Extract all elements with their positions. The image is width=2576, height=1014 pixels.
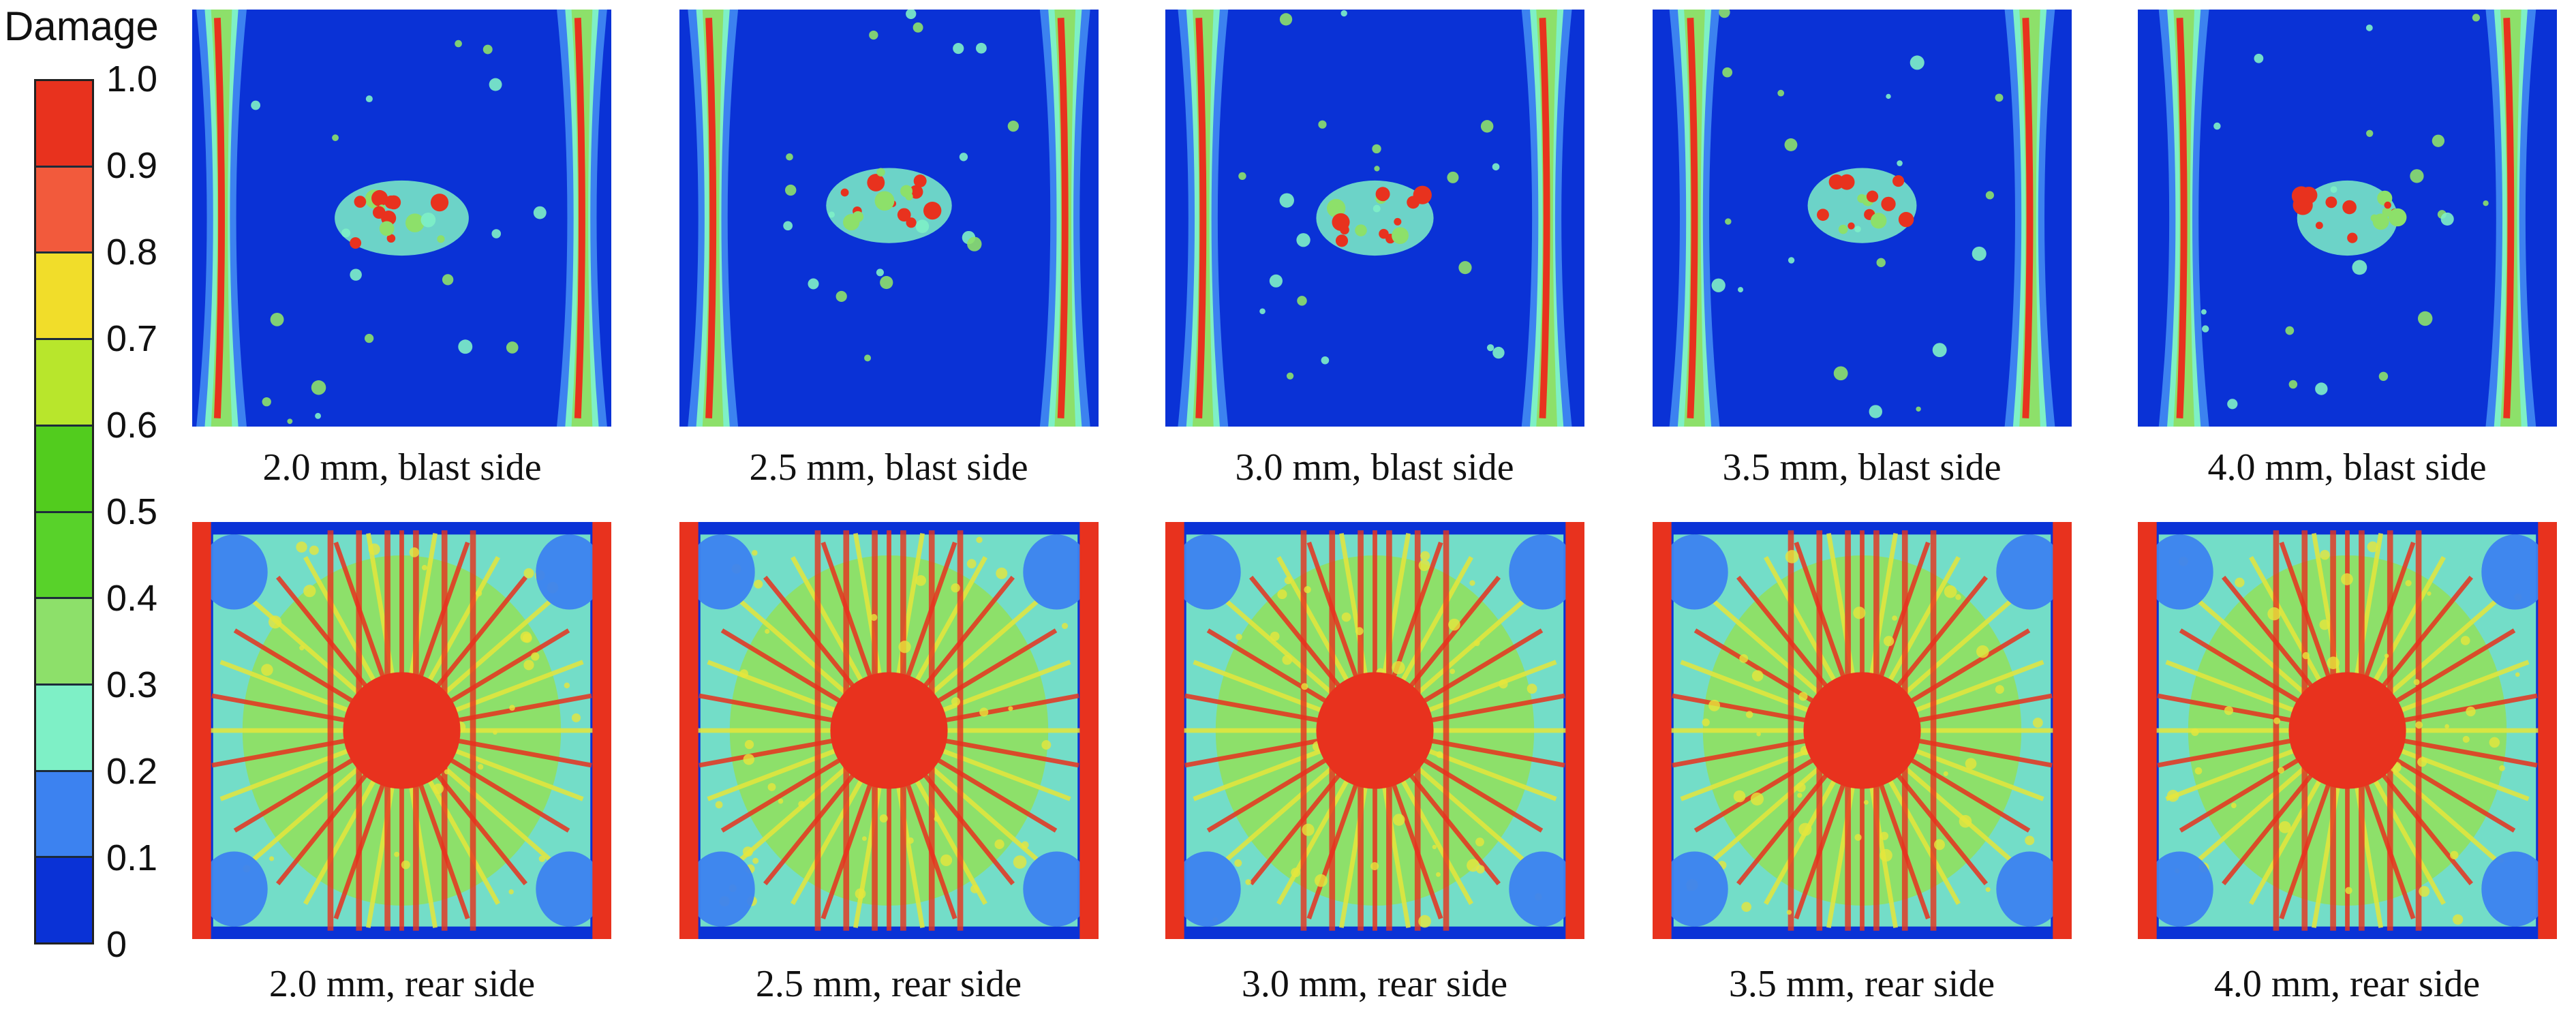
contour-panel-rear xyxy=(2138,522,2557,939)
colorbar-swatch-3 xyxy=(36,683,92,770)
contour-plot xyxy=(1165,522,1584,939)
colorbar-swatch-7 xyxy=(36,338,92,425)
colorbar-tick-label: 0.1 xyxy=(106,838,158,878)
panel-caption: 4.0 mm, rear side xyxy=(2213,963,2481,1005)
panel-caption: 3.0 mm, rear side xyxy=(1241,963,1508,1005)
contour-panel-rear xyxy=(679,522,1099,939)
damage-colorbar xyxy=(34,79,94,944)
colorbar-tick-label: 0.2 xyxy=(106,751,158,792)
contour-panel-rear xyxy=(1165,522,1584,939)
contour-plot xyxy=(679,522,1099,939)
contour-panel-blast xyxy=(679,10,1099,427)
contour-plot xyxy=(1653,522,2072,939)
contour-plot xyxy=(192,522,611,939)
colorbar-tick-label: 0.4 xyxy=(106,578,158,619)
colorbar-swatch-2 xyxy=(36,769,92,857)
contour-plot xyxy=(679,10,1099,427)
colorbar-swatch-1 xyxy=(36,856,92,943)
colorbar-tick-label: 0.8 xyxy=(106,232,158,273)
panel-caption: 3.5 mm, rear side xyxy=(1728,963,1995,1005)
panel-caption: 2.5 mm, rear side xyxy=(755,963,1022,1005)
colorbar-swatch-5 xyxy=(36,510,92,598)
panel-caption: 2.5 mm, blast side xyxy=(749,446,1028,489)
contour-panel-blast xyxy=(192,10,611,427)
panel-caption: 3.5 mm, blast side xyxy=(1722,446,2002,489)
panel-caption: 2.0 mm, rear side xyxy=(269,963,536,1005)
panel-caption: 4.0 mm, blast side xyxy=(2207,446,2487,489)
contour-plot xyxy=(2138,522,2557,939)
colorbar-tick-label: 0.7 xyxy=(106,318,158,359)
colorbar-swatch-8 xyxy=(36,251,92,339)
colorbar-tick-label: 0 xyxy=(106,924,127,965)
contour-panel-rear xyxy=(192,522,611,939)
contour-plot xyxy=(1653,10,2072,427)
colorbar-tick-label: 0.5 xyxy=(106,491,158,532)
colorbar-swatch-6 xyxy=(36,424,92,511)
legend-title: Damage xyxy=(4,3,159,49)
colorbar-swatch-10 xyxy=(36,81,92,166)
panel-caption: 2.0 mm, blast side xyxy=(262,446,542,489)
panel-caption: 3.0 mm, blast side xyxy=(1235,446,1514,489)
colorbar-tick-label: 0.6 xyxy=(106,405,158,446)
colorbar-tick-label: 1.0 xyxy=(106,59,158,99)
colorbar-tick-label: 0.3 xyxy=(106,664,158,705)
contour-panel-blast xyxy=(1653,10,2072,427)
contour-plot xyxy=(192,10,611,427)
colorbar-swatch-9 xyxy=(36,165,92,252)
contour-plot xyxy=(2138,10,2557,427)
colorbar-swatch-4 xyxy=(36,597,92,683)
contour-panel-rear xyxy=(1653,522,2072,939)
colorbar-tick-label: 0.9 xyxy=(106,145,158,186)
contour-panel-blast xyxy=(2138,10,2557,427)
contour-panel-blast xyxy=(1165,10,1584,427)
contour-plot xyxy=(1165,10,1584,427)
